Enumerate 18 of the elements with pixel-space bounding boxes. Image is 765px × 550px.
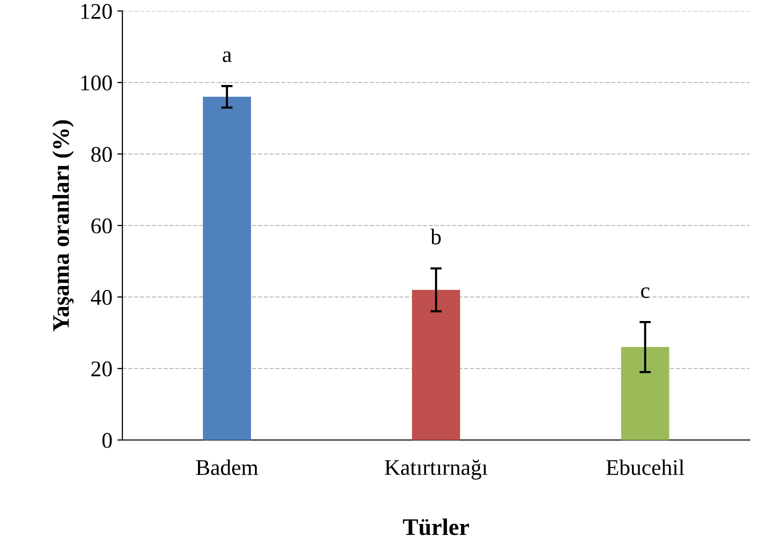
y-tick-label: 100 <box>81 75 112 90</box>
annotation: b <box>430 228 441 244</box>
y-tick-label: 20 <box>91 361 112 376</box>
bar <box>412 290 460 440</box>
x-tick-label: Ebucehil <box>606 459 684 476</box>
y-tick-label: 60 <box>91 218 112 234</box>
y-tick-label: 80 <box>91 146 112 162</box>
y-tick-label: 40 <box>90 290 112 305</box>
x-tick-label: Badem <box>196 459 258 476</box>
bar <box>621 347 670 440</box>
annotation: c <box>641 287 650 298</box>
x-axis-title: Türler <box>402 518 469 536</box>
y-tick-label: 120 <box>81 4 112 19</box>
y-tick-label: 0 <box>102 432 112 448</box>
bar <box>202 96 251 440</box>
y-axis-title: Yaşama oranları (%) <box>52 120 74 332</box>
x-tick-label: Katırtırnağı <box>384 460 488 480</box>
annotation: a <box>222 51 232 62</box>
